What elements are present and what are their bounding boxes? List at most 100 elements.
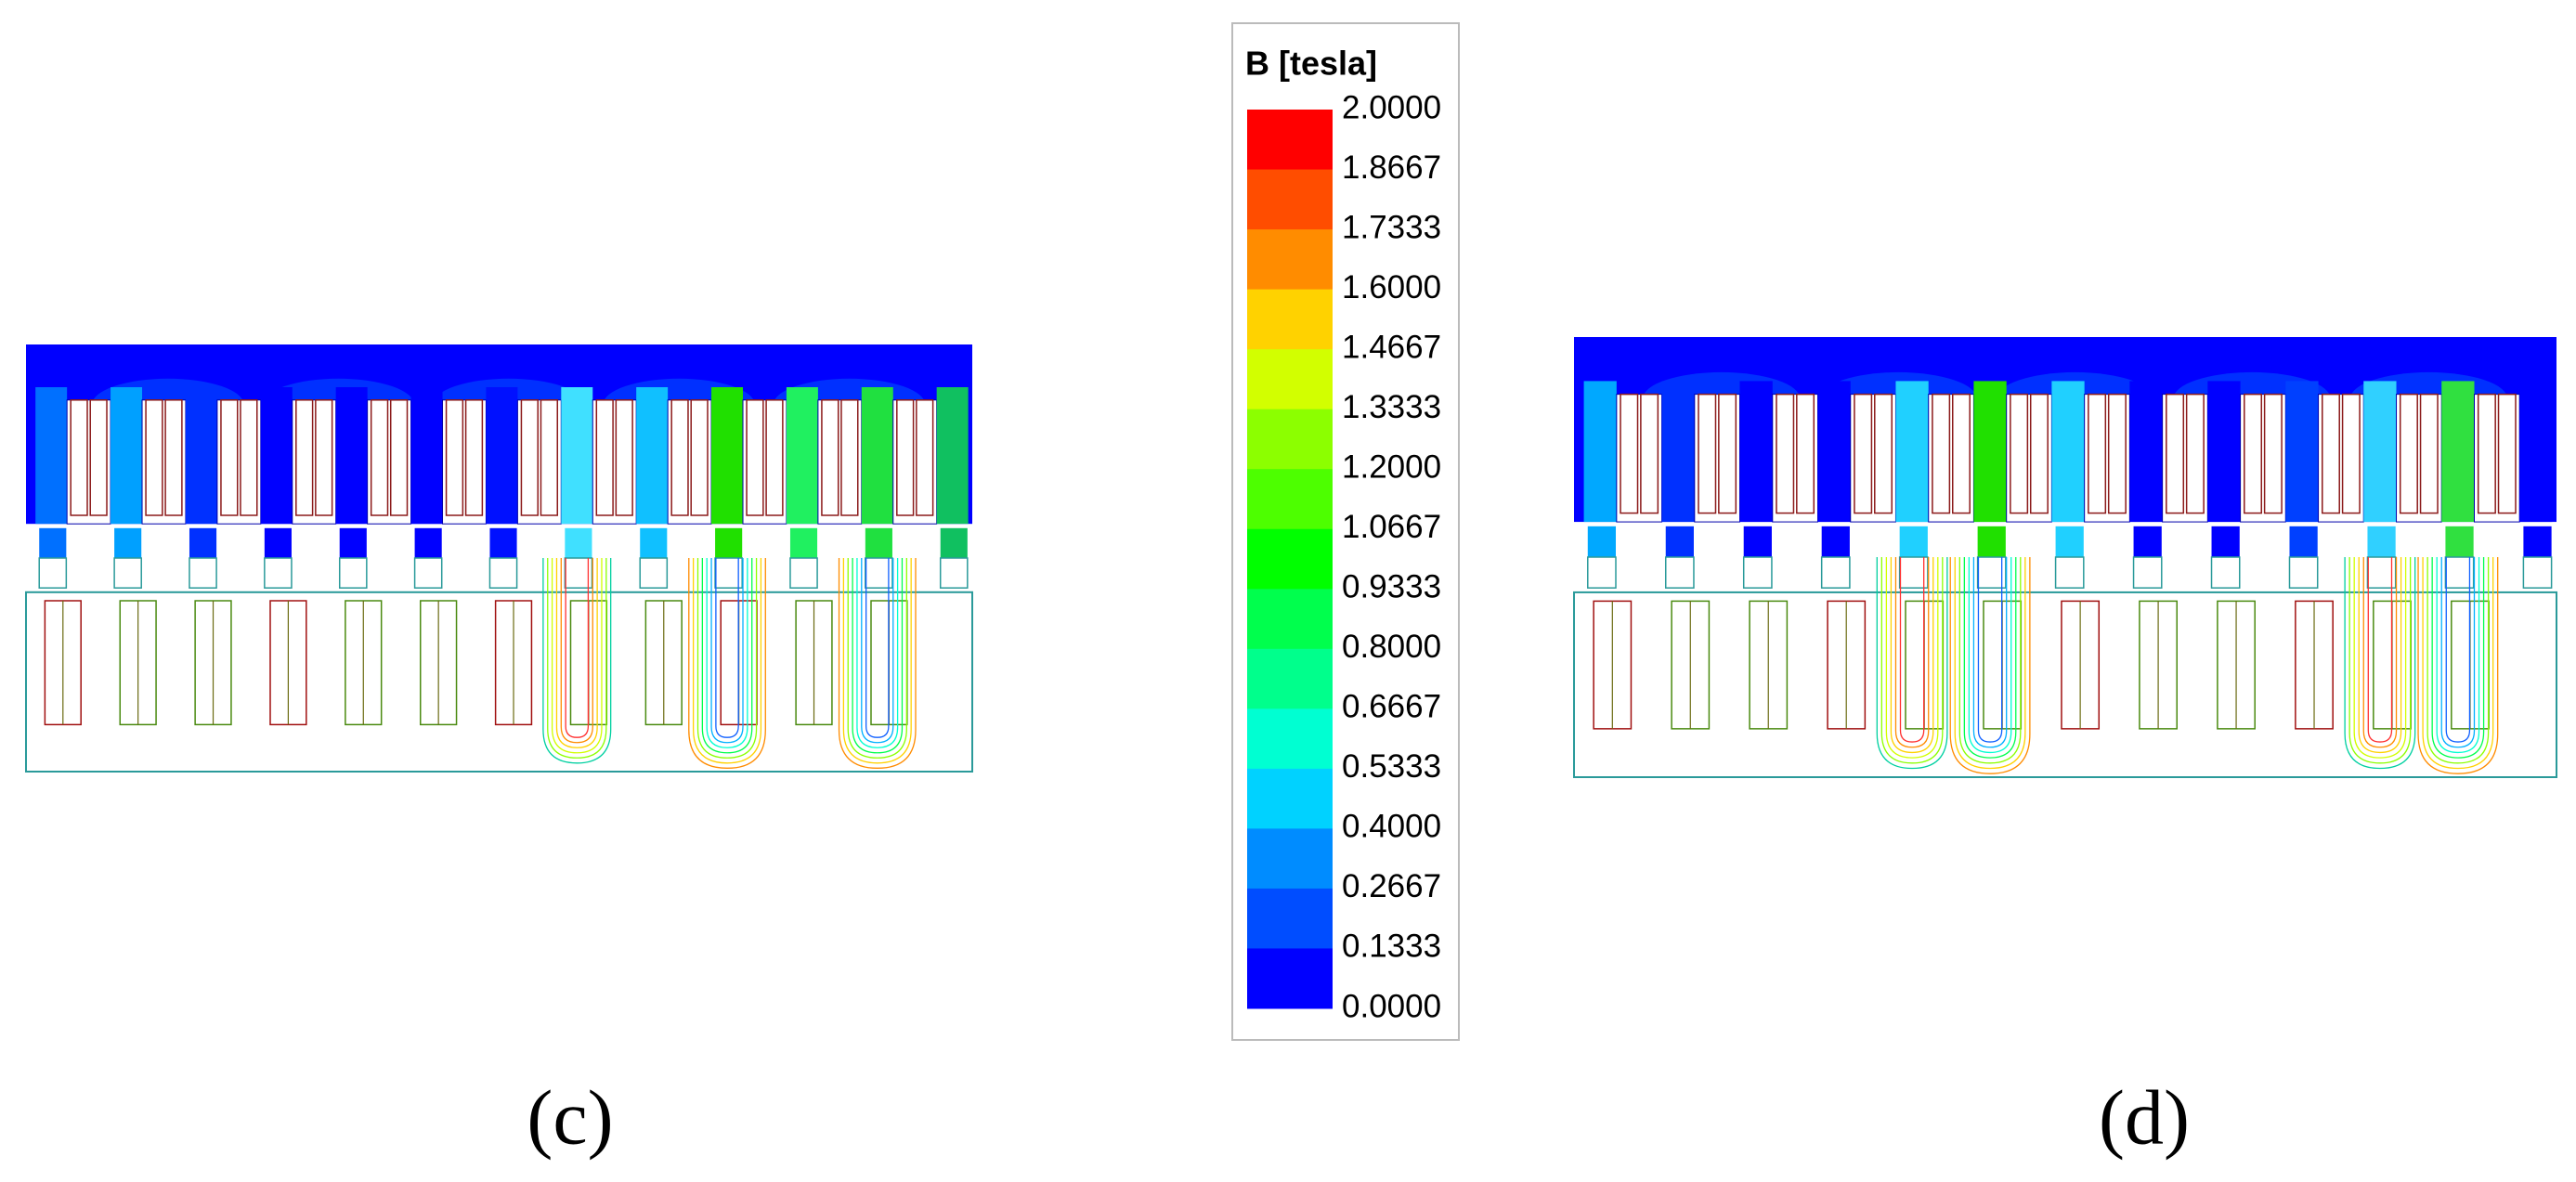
coil [389, 399, 409, 516]
slot [1616, 394, 1663, 523]
flux-line [1890, 557, 1934, 754]
magnet [789, 527, 818, 558]
magnet-outline [189, 557, 217, 589]
slot [1928, 394, 1974, 523]
flux-line [2358, 557, 2402, 754]
flux-line [842, 558, 912, 764]
slot [2084, 394, 2130, 523]
slot [817, 399, 863, 525]
coil [2107, 393, 2127, 514]
coil [1874, 393, 1893, 514]
coil [2399, 393, 2418, 514]
tooth [111, 387, 143, 525]
color-swatch [1247, 469, 1333, 530]
coil [690, 399, 709, 516]
legend-level: 0.1333 [1342, 929, 1441, 965]
tooth [1583, 381, 1617, 523]
coil [164, 399, 183, 516]
flux-line [551, 558, 603, 754]
coil [1776, 393, 1795, 514]
flux-line [688, 558, 766, 769]
flux-line [861, 558, 894, 744]
magnet [2289, 526, 2318, 557]
slot [516, 399, 562, 525]
tooth [2129, 381, 2163, 523]
magnet-outline [2210, 556, 2241, 589]
coil [2341, 393, 2361, 514]
flux-line [2445, 557, 2471, 743]
flux-line [2431, 557, 2485, 759]
flux-line [1894, 557, 1930, 748]
legend-level: 1.0667 [1342, 509, 1441, 545]
magnet-outline [1976, 556, 2007, 589]
slot [592, 399, 637, 525]
flux-line [565, 558, 590, 738]
flux-line [2344, 557, 2416, 770]
slot [667, 399, 712, 525]
magnet-outline [38, 557, 68, 589]
magnet [2523, 526, 2552, 557]
slot [66, 399, 111, 525]
legend-level: 1.2000 [1342, 448, 1441, 485]
flux-line [706, 558, 748, 748]
flux-line [542, 558, 612, 764]
magnet-outline [1587, 556, 1617, 589]
magnet-outline [488, 557, 518, 589]
slot [442, 399, 487, 525]
legend-level: 1.6000 [1342, 269, 1441, 305]
coil [1620, 393, 1639, 514]
coil [2419, 393, 2439, 514]
coil [746, 399, 764, 516]
coil [2497, 393, 2517, 514]
flux-line [838, 558, 917, 769]
flux-line [1876, 557, 1948, 770]
coil [1854, 393, 1873, 514]
legend-level: 1.7333 [1342, 209, 1441, 245]
flux-line [560, 558, 593, 744]
color-swatch [1247, 589, 1333, 650]
coil [220, 399, 239, 516]
coil [1718, 393, 1737, 514]
magnet [2445, 526, 2474, 557]
color-swatch [1247, 349, 1333, 410]
magnet [2055, 526, 2084, 557]
flux-line [847, 558, 907, 759]
magnet-outline [413, 557, 443, 589]
magnet [189, 527, 217, 558]
flux-line [1899, 557, 1925, 743]
magnet [1743, 526, 1772, 557]
color-swatch [1247, 289, 1333, 350]
color-swatch [1247, 409, 1333, 470]
legend-level: 0.0000 [1342, 988, 1441, 1024]
coil [2029, 393, 2049, 514]
coil [2263, 393, 2283, 514]
legend-level: 2.0000 [1342, 89, 1441, 125]
magnet-outline [639, 557, 669, 589]
tooth [35, 387, 68, 525]
tooth [335, 387, 368, 525]
color-swatch [1247, 648, 1333, 709]
flux-line [2436, 557, 2480, 754]
tooth [561, 387, 593, 525]
coil [595, 399, 614, 516]
tooth [1973, 381, 2007, 523]
panel-label: (d) [2099, 1074, 2190, 1161]
coil [89, 399, 108, 516]
legend-level: 0.5333 [1342, 748, 1441, 785]
coil [2244, 393, 2263, 514]
flux-line [547, 558, 607, 759]
secondary [25, 591, 973, 773]
field-plot [25, 344, 973, 773]
tooth [861, 387, 893, 525]
coil [295, 399, 314, 516]
coil [1698, 393, 1717, 514]
slot [141, 399, 187, 525]
flux-line [1977, 557, 2003, 743]
magnet [2211, 526, 2240, 557]
slot [1772, 394, 1818, 523]
tooth [1661, 381, 1695, 523]
coil [896, 399, 915, 516]
magnet-outline [1898, 556, 1929, 589]
coil [464, 399, 484, 516]
flux-line [1954, 557, 2026, 770]
